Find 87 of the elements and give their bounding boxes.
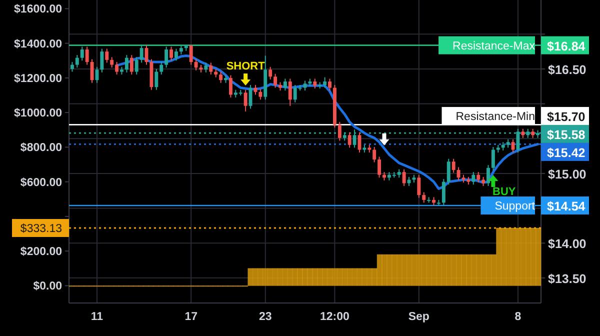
candlestick — [258, 88, 262, 100]
text: $16.84 — [547, 39, 586, 54]
candlestick — [486, 164, 490, 186]
y2-tick-label: $13.50 — [548, 272, 586, 286]
candlestick — [521, 128, 525, 138]
y2-tick-label: $15.00 — [548, 167, 586, 182]
candlestick — [115, 61, 119, 76]
text: $15.42 — [547, 146, 586, 160]
candlestick — [95, 66, 99, 84]
candlestick — [244, 89, 248, 112]
candlestick — [204, 62, 208, 73]
candlestick — [452, 158, 456, 174]
y-tick-label: $1600.00 — [14, 4, 62, 16]
x-tick-label: 8 — [514, 311, 522, 323]
candlestick — [85, 46, 89, 66]
candlestick — [70, 61, 74, 72]
candlestick — [372, 146, 376, 163]
candlestick — [90, 58, 94, 84]
y-tick-label: $600.00 — [20, 176, 62, 189]
candlestick — [288, 78, 292, 106]
candlestick — [209, 62, 213, 76]
candlestick — [179, 44, 183, 55]
y-tick-label: $800.00 — [20, 142, 62, 154]
x-tick-label: Sep — [408, 311, 430, 323]
candlestick — [219, 71, 223, 84]
candlestick — [313, 78, 317, 89]
candlestick — [303, 80, 307, 92]
candlestick — [274, 73, 278, 88]
candlestick — [476, 172, 480, 183]
candlestick — [268, 66, 272, 80]
candlestick — [248, 84, 252, 110]
candlestick — [348, 132, 352, 148]
y2-tick-label: $16.50 — [548, 62, 586, 77]
ref-line-label: Resistance-Max — [452, 40, 536, 52]
candlestick — [124, 54, 128, 73]
candlestick — [140, 44, 144, 64]
candlestick — [328, 78, 332, 92]
candlestick — [174, 48, 178, 62]
annotation: SHORT — [226, 60, 266, 72]
candlestick — [442, 178, 446, 206]
candlestick — [170, 46, 174, 62]
annotation: BUY — [492, 186, 516, 198]
candlestick — [75, 54, 79, 68]
y-tick-label: $1200.00 — [14, 72, 62, 85]
candlestick — [456, 166, 460, 181]
y-tick-label: $1000.00 — [14, 108, 62, 120]
candlestick — [254, 84, 258, 96]
candlestick — [80, 46, 84, 62]
x-tick-label: 11 — [90, 311, 104, 323]
candlestick — [100, 48, 104, 73]
candlestick — [134, 56, 138, 76]
candlestick — [378, 156, 382, 178]
candlestick — [531, 128, 535, 138]
candlestick — [472, 172, 476, 186]
candlestick — [417, 174, 421, 198]
x-tick-label: 12:00 — [320, 311, 350, 323]
candlestick — [110, 56, 114, 68]
candlestick — [228, 74, 232, 98]
ref-line-label: Support — [494, 200, 536, 212]
y2-tick-label: $14.00 — [548, 237, 586, 252]
candlestick — [358, 132, 362, 154]
candlestick — [160, 61, 164, 76]
x-tick-label: 17 — [184, 311, 198, 323]
text: $15.58 — [547, 128, 586, 142]
candlestick — [164, 46, 168, 68]
candlestick — [482, 176, 486, 186]
candlestick — [130, 54, 134, 76]
candlestick — [154, 68, 158, 90]
candlestick — [491, 146, 495, 172]
x-tick-label: 23 — [258, 311, 272, 323]
candlestick — [105, 48, 109, 64]
ref-line-label: Resistance-Min — [456, 110, 535, 123]
y-tick-label: $200.00 — [20, 246, 62, 258]
y-tick-label: $1400.00 — [14, 38, 62, 50]
candlestick — [511, 138, 515, 154]
ref-line-label: $333.13 — [20, 223, 62, 236]
candlestick — [422, 192, 426, 204]
text: $14.54 — [547, 199, 586, 214]
candlestick — [446, 158, 450, 186]
candlestick — [402, 168, 406, 186]
candlestick — [189, 44, 193, 66]
candlestick — [283, 78, 287, 92]
text: $15.70 — [547, 110, 586, 124]
candlestick — [338, 121, 342, 142]
candlestick — [194, 58, 198, 71]
y-tick-label: $0.00 — [33, 280, 62, 293]
candlestick — [323, 76, 327, 88]
